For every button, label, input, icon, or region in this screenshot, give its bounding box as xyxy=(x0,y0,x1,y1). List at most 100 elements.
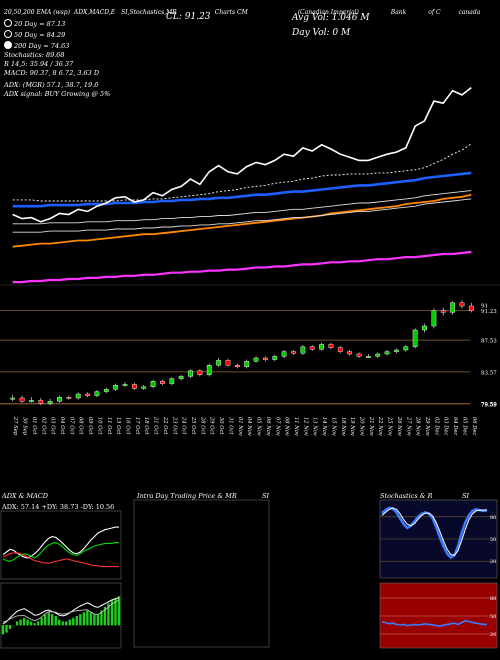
date-tick-label: 11 Nov xyxy=(293,417,299,436)
adx-panel-title: ADX & MACD xyxy=(2,492,48,500)
stoch-level-label: 50 xyxy=(490,537,496,543)
price-level-label: 79.59 xyxy=(481,402,497,408)
date-tick-label: 14 Nov xyxy=(321,417,327,436)
macd-histogram-bar xyxy=(82,612,86,626)
candle-body xyxy=(431,310,437,327)
candle-body xyxy=(216,360,221,366)
avg-vol-label: Avg Vol: 1.046 M xyxy=(292,13,370,23)
ema50-line xyxy=(12,193,472,248)
date-tick-label: 15 Oct xyxy=(115,417,121,435)
macd-histogram-bar xyxy=(43,614,47,626)
macd-histogram-bar xyxy=(65,621,68,626)
candle-body xyxy=(263,357,268,360)
ema-envelope-line xyxy=(12,198,472,233)
macd-histogram-bar xyxy=(54,616,57,626)
date-tick-label: 22 Oct xyxy=(162,416,168,435)
macd-histogram-bar xyxy=(47,612,50,626)
date-tick-label: 03 Dec xyxy=(443,417,449,435)
candle-body xyxy=(384,351,390,355)
macd-histogram-bar xyxy=(96,614,100,626)
candle-body xyxy=(131,384,137,389)
date-tick-label: 29 Nov xyxy=(424,416,430,436)
si-panel-label-2: SI xyxy=(462,492,470,500)
date-tick-label: 01 Nov xyxy=(237,417,243,436)
macd-histogram-bar xyxy=(100,610,103,626)
candle-body xyxy=(319,344,324,350)
candle-body xyxy=(272,356,278,360)
header-segment: of C xyxy=(428,9,441,16)
date-tick-label: 27 Nov xyxy=(405,416,411,436)
date-tick-label: 29 Oct xyxy=(209,416,215,435)
day-vol-label: Day Vol: 0 M xyxy=(292,28,351,38)
candle-body xyxy=(178,376,184,379)
date-tick-label: 02 Dec xyxy=(433,417,439,435)
header-segment: SI,Stochastics,MR xyxy=(121,9,177,16)
date-tick-label: 22 Nov xyxy=(377,416,383,436)
date-tick-label: 18 Nov xyxy=(340,417,346,436)
date-tick-label: 07 Nov xyxy=(274,417,280,436)
date-tick-label: 17 Oct xyxy=(134,417,140,435)
candle-body xyxy=(188,370,193,377)
stoch-level-label: 20 xyxy=(490,559,496,565)
close-label: CL: 91.23 xyxy=(166,12,211,22)
candle-body xyxy=(394,349,399,352)
date-tick-label: 05 Dec xyxy=(461,417,467,435)
candle-body xyxy=(150,381,156,388)
date-tick-label: 04 Dec xyxy=(452,417,458,435)
mr-line xyxy=(381,619,487,628)
candle-body xyxy=(375,353,381,357)
macd-histogram-bar xyxy=(75,616,79,626)
macd-histogram-bar xyxy=(89,612,93,626)
adx-readout: ADX: 57.14 +DY: 38.73 -DY: 10.56 xyxy=(2,503,115,511)
candle-body xyxy=(10,397,16,400)
date-tick-label: 04 Oct xyxy=(59,417,65,435)
candle-body xyxy=(103,389,109,392)
candle-body xyxy=(328,344,334,348)
date-tick-label: 10 Oct xyxy=(96,417,102,435)
macd-histogram-bar xyxy=(110,599,114,626)
date-tick-label: 23 Oct xyxy=(171,416,177,435)
candle-body xyxy=(300,346,306,354)
macd-label: MACD: 90.37, 8 6.72, 3.63 D xyxy=(4,69,100,77)
stoch-d-line xyxy=(381,507,487,556)
date-tick-label: 02 Oct xyxy=(40,417,46,435)
date-tick-label: 21 Oct xyxy=(153,416,159,435)
candle-body xyxy=(234,365,240,368)
ema200-line xyxy=(12,250,472,284)
date-tick-label: 26 Nov xyxy=(396,416,402,436)
si-panel-label: SI xyxy=(262,492,270,500)
r-line-label: R 14,5: 35.94 / 36.37 xyxy=(4,60,74,68)
adx-label: ADX: (MGR) 57.1, 38.7, 19.6 xyxy=(4,81,99,89)
ema50-marker-icon xyxy=(4,30,12,38)
ema200-label: 200 Day = 74.63 xyxy=(4,41,69,50)
price-level-label: 83.57 xyxy=(481,370,497,376)
date-tick-label: 25 Oct xyxy=(190,416,196,435)
date-tick-label: 28 Oct xyxy=(199,416,205,435)
header-segment: Bank xyxy=(390,9,407,16)
date-tick-label: 04 Nov xyxy=(246,417,252,436)
intraday-panel-frame xyxy=(133,499,270,648)
header-segment: Charts CM xyxy=(214,9,248,16)
macd-histogram-bar xyxy=(19,619,22,626)
macd-line xyxy=(2,597,120,625)
header-segment: canada xyxy=(458,9,481,16)
macd-histogram-bar xyxy=(61,621,64,626)
price-level-label: 91.23 xyxy=(481,309,497,315)
stoch-level-label: 80 xyxy=(490,515,496,521)
macd-histogram-bar xyxy=(1,625,5,635)
macd-signal-line xyxy=(2,599,120,623)
date-tick-label: 08 Oct xyxy=(78,417,84,435)
macd-histogram-bar xyxy=(36,621,40,626)
date-tick-label: 15 Nov xyxy=(330,417,336,436)
candle-body xyxy=(225,360,231,366)
date-tick-label: 28 Nov xyxy=(415,416,421,436)
mr-level-label: 50 xyxy=(490,614,496,620)
candle-body xyxy=(468,305,474,311)
candle-body xyxy=(94,391,100,396)
macd-histogram-bar xyxy=(72,617,75,626)
macd-histogram-bar xyxy=(33,623,36,626)
date-tick-label: 27 Sep xyxy=(12,416,18,436)
date-tick-label: 13 Nov xyxy=(312,417,318,436)
